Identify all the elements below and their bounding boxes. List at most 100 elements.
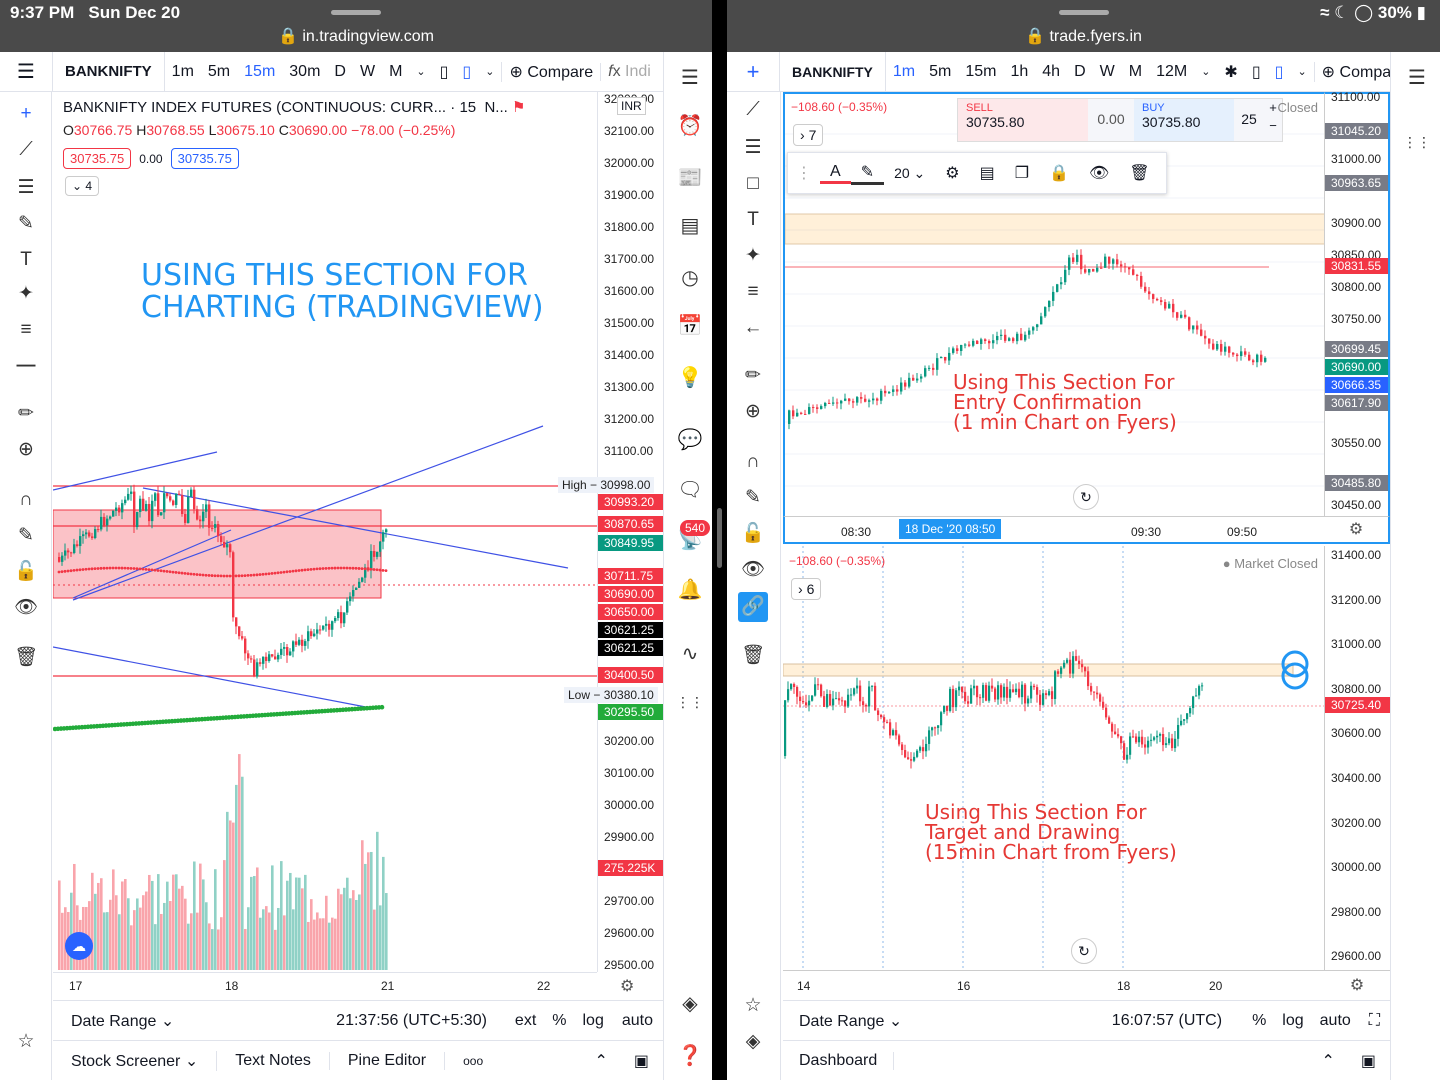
interval-d[interactable]: D — [334, 62, 346, 80]
interval-5m[interactable]: 5m — [929, 62, 952, 80]
fullscreen-icon[interactable]: ⛶ — [1368, 1011, 1380, 1029]
maximize-icon[interactable]: ▣ — [1360, 1052, 1376, 1070]
trendline-icon[interactable]: ⟋ — [746, 99, 760, 120]
magnet-icon[interactable]: ∩ — [19, 489, 33, 510]
more-button[interactable]: ooo — [463, 1053, 484, 1068]
zoom-icon[interactable]: ⊕ — [18, 439, 34, 460]
pattern-icon[interactable]: ✦ — [745, 245, 761, 266]
layers-icon[interactable]: ◈ — [745, 1031, 761, 1052]
brush-icon[interactable]: ✎ — [18, 213, 34, 234]
delete-icon[interactable]: 🗑 — [1129, 165, 1150, 182]
chart-canvas[interactable] — [53, 92, 597, 972]
bell-icon[interactable]: 🔔 — [677, 579, 703, 601]
date-range-button[interactable]: Date Range ⌄ — [799, 1012, 903, 1030]
quantity[interactable]: 25 — [1241, 111, 1257, 127]
layers-icon[interactable]: ◈ — [682, 993, 698, 1015]
template-icon[interactable]: ▤ — [979, 165, 995, 182]
date-range-button[interactable]: Date Range ⌄ — [71, 1012, 175, 1030]
reset-icon[interactable]: ↻ — [1073, 484, 1099, 510]
symbol-search-right[interactable]: BANKNIFTY — [779, 51, 886, 92]
candle-style-icon[interactable]: ▯ — [1274, 63, 1284, 81]
link-icon[interactable]: 🔗 — [738, 592, 768, 622]
chevron-down-icon[interactable]: ⌄ — [416, 66, 426, 78]
zoom-icon[interactable]: ⊕ — [745, 401, 761, 422]
messages-icon[interactable]: 🗨 — [677, 479, 703, 501]
fib-icon[interactable]: ☰ — [744, 137, 762, 158]
line-width-select[interactable]: 20 ⌄ — [894, 164, 926, 181]
compare-button[interactable]: ⊕ Compare — [501, 61, 600, 82]
forecast-icon[interactable]: ≡ — [747, 281, 759, 302]
legend-toggle[interactable]: ⌄ 4 — [65, 176, 100, 196]
reset-icon[interactable]: ↻ — [1071, 938, 1097, 964]
text-color-icon[interactable]: A — [820, 163, 851, 184]
alarm-icon[interactable]: ⏰ — [677, 115, 703, 137]
entry-chart[interactable]: −108.60 (−0.35%) › 7 SELL 30735.80 0.00 B… — [783, 92, 1324, 516]
interval-w[interactable]: W — [359, 62, 376, 80]
interval-m[interactable]: M — [1128, 62, 1143, 80]
interval-5m[interactable]: 5m — [207, 62, 231, 80]
settings-icon[interactable]: ⚙ — [1324, 970, 1390, 1000]
hotlist-icon[interactable]: ◷ — [681, 267, 699, 289]
price-axis[interactable]: 32200.0032100.0032000.0031900.0031800.00… — [558, 92, 663, 972]
drag-handle-icon[interactable]: ⋮ — [796, 165, 812, 182]
menu-icon[interactable]: ☰ — [17, 61, 35, 83]
watchlist-icon[interactable]: ☰ — [1408, 67, 1426, 89]
dots-icon[interactable]: ⋮⋮ — [676, 694, 704, 710]
watchlist-icon[interactable]: ☰ — [681, 67, 699, 89]
url-bar-right[interactable]: 🔒 trade.fyers.in ≈ ☾ ◯ 30% ▮ — [727, 0, 1440, 52]
target-price-axis[interactable]: 31400.00 31200.00 31000.00 30800.00 30600.00… — [1324, 546, 1390, 970]
chevron-up-icon[interactable]: ⌃ — [594, 1052, 608, 1070]
trash-icon[interactable]: 🗑 — [741, 645, 766, 666]
buy-button[interactable]: 30735.75 — [170, 148, 239, 169]
ext-toggle[interactable]: ext — [514, 1011, 537, 1029]
time-axis[interactable]: 17 18 21 22 — [53, 972, 597, 1000]
chart-type-icon[interactable]: ✱ — [1224, 63, 1238, 81]
entry-price-axis[interactable]: 31100.00 31000.00 30900.00 30850.00 30800.00… — [1324, 90, 1390, 516]
tab-dashboard[interactable]: Dashboard — [783, 1051, 895, 1070]
settings-icon[interactable]: ⚙ — [1324, 516, 1390, 544]
sell-button[interactable]: 30735.75 — [63, 148, 132, 169]
interval-4h[interactable]: 4h — [1042, 62, 1061, 80]
percent-toggle[interactable]: % — [552, 1011, 567, 1029]
entry-time-axis[interactable]: 08:30 09:30 09:50 18 Dec '20 08:50 — [783, 516, 1324, 544]
entry-chart-canvas[interactable] — [785, 94, 1324, 516]
quantity-stepper[interactable]: + − — [1269, 100, 1277, 133]
eye-icon[interactable]: 👁 — [14, 597, 39, 618]
lock-draw-icon[interactable]: ✎ — [18, 525, 34, 546]
help-icon[interactable]: ❓ — [677, 1045, 703, 1067]
maximize-icon[interactable]: ▣ — [633, 1052, 649, 1070]
chevron-up-icon[interactable]: ⌃ — [1321, 1052, 1335, 1070]
settings-icon[interactable]: ⚙ — [945, 165, 960, 182]
back-arrow-icon[interactable]: ← — [743, 317, 763, 338]
bar-style-icon[interactable]: ▯ — [439, 63, 449, 81]
symbol-search[interactable]: BANKNIFTY — [52, 51, 165, 92]
url-bar[interactable]: 🔒 in.tradingview.com — [0, 0, 712, 52]
star-icon[interactable]: ☆ — [17, 1031, 35, 1052]
percent-toggle[interactable]: % — [1252, 1011, 1267, 1029]
legend-toggle[interactable]: › 7 — [793, 124, 824, 146]
text-icon[interactable]: T — [20, 249, 32, 270]
tab-stock-screener[interactable]: Stock Screener ⌄ — [53, 1050, 218, 1071]
lock-icon[interactable]: 🔓 — [14, 561, 38, 582]
calendar-icon[interactable]: 📅 — [677, 315, 703, 337]
interval-15m[interactable]: 15m — [965, 62, 997, 80]
trash-icon[interactable]: 🗑 — [14, 647, 39, 668]
interval-1h[interactable]: 1h — [1010, 62, 1029, 80]
interval-1m[interactable]: 1m — [171, 62, 194, 80]
dots-icon[interactable]: ⋮⋮ — [1403, 134, 1431, 150]
interval-1m[interactable]: 1m — [892, 62, 916, 80]
clone-icon[interactable]: ❐ — [1014, 165, 1030, 182]
log-toggle[interactable]: log — [582, 1011, 604, 1029]
interval-w[interactable]: W — [1099, 62, 1115, 80]
eye-icon[interactable]: 👁 — [741, 559, 766, 580]
split-divider[interactable] — [712, 0, 727, 1080]
minus-icon[interactable]: — — [16, 355, 36, 376]
visibility-icon[interactable]: 👁 — [1089, 165, 1110, 182]
tv-logo[interactable]: ☁ — [65, 932, 93, 960]
tab-text-notes[interactable]: Text Notes — [217, 1051, 330, 1070]
tab-pine-editor[interactable]: Pine Editor — [330, 1051, 446, 1070]
target-chart[interactable]: −108.60 (−0.35%) › 6 ● Market Closed Usi… — [783, 546, 1324, 970]
log-toggle[interactable]: log — [1282, 1011, 1304, 1029]
trendline-icon[interactable]: ⟋ — [19, 139, 33, 160]
fib-icon[interactable]: ☰ — [17, 177, 35, 198]
